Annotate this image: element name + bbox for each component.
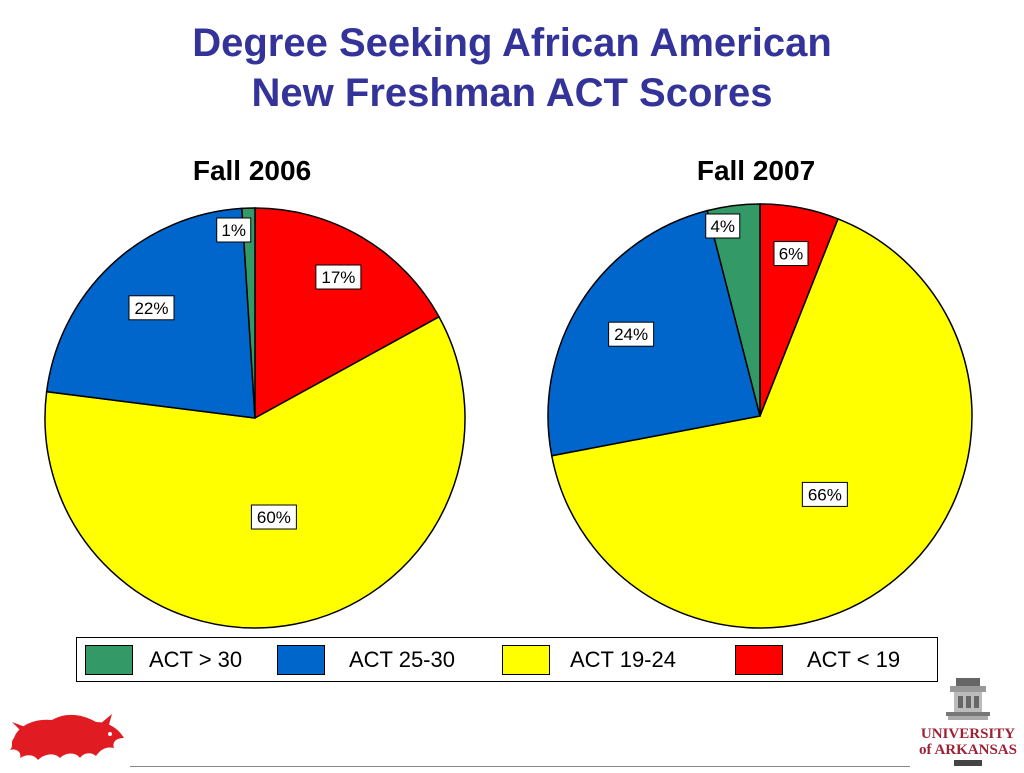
legend-label: ACT > 30 [149,647,243,672]
pie-slice-act-30 [241,207,256,419]
university-logo-line-2: of ARKANSAS [919,742,1017,758]
pie-data-label: 22% [128,295,175,321]
legend: ACT > 30 ACT 25-30 ACT 19-24 ACT < 19 [76,637,938,682]
title-line-1: Degree Seeking African American [192,21,832,65]
pie-slice-act-19-24 [44,315,466,629]
chart-title-fall-2007: Fall 2007 [696,155,816,186]
pie-data-label: 66% [801,481,848,507]
page-title: Degree Seeking African American New Fres… [0,18,1024,118]
pie-data-label: 1% [216,217,252,243]
pie-slice-act-19-24 [550,217,973,629]
razorback-icon [10,714,124,760]
legend-swatch [85,645,133,675]
university-seal-logo: UNIVERSITY of ARKANSAS [918,676,1018,773]
legend-swatch [277,645,325,675]
pie-data-label: 24% [608,321,655,347]
pie-data-label: 17% [315,264,362,290]
pie-slice-act-19 [254,207,441,420]
pie-label-text: 24% [614,325,648,344]
pie-label-text: 60% [257,508,291,527]
title-line-2: New Freshman ACT Scores [251,71,773,115]
pie-label-text: 22% [134,299,168,318]
university-logo-line-1: UNIVERSITY [921,726,1015,742]
pie-data-label: 60% [250,504,297,530]
pie-label-text: 66% [808,485,842,504]
legend-label: ACT < 19 [807,647,901,672]
pie-label-text: 1% [221,221,246,240]
footer-divider [130,766,910,767]
legend-label: ACT 19-24 [570,647,676,672]
university-seal-icon: UNIVERSITY of ARKANSAS [919,678,1017,766]
pie-data-label: 4% [705,213,741,239]
pie-data-label: 6% [773,241,809,267]
pie-label-text: 6% [779,245,804,264]
chart-title-fall-2006: Fall 2006 [192,155,312,186]
legend-swatch [502,645,550,675]
pie-label-text: 4% [710,217,735,236]
pie-chart-fall-2006: 17% 60% 22% 1% [44,207,466,629]
pie-label-text: 17% [321,268,355,287]
legend-label: ACT 25-30 [349,647,455,672]
pie-chart-fall-2007: 6% 66% 24% 4% [547,203,973,629]
legend-swatch [735,645,783,675]
pie-slice-act-30 [706,203,761,417]
